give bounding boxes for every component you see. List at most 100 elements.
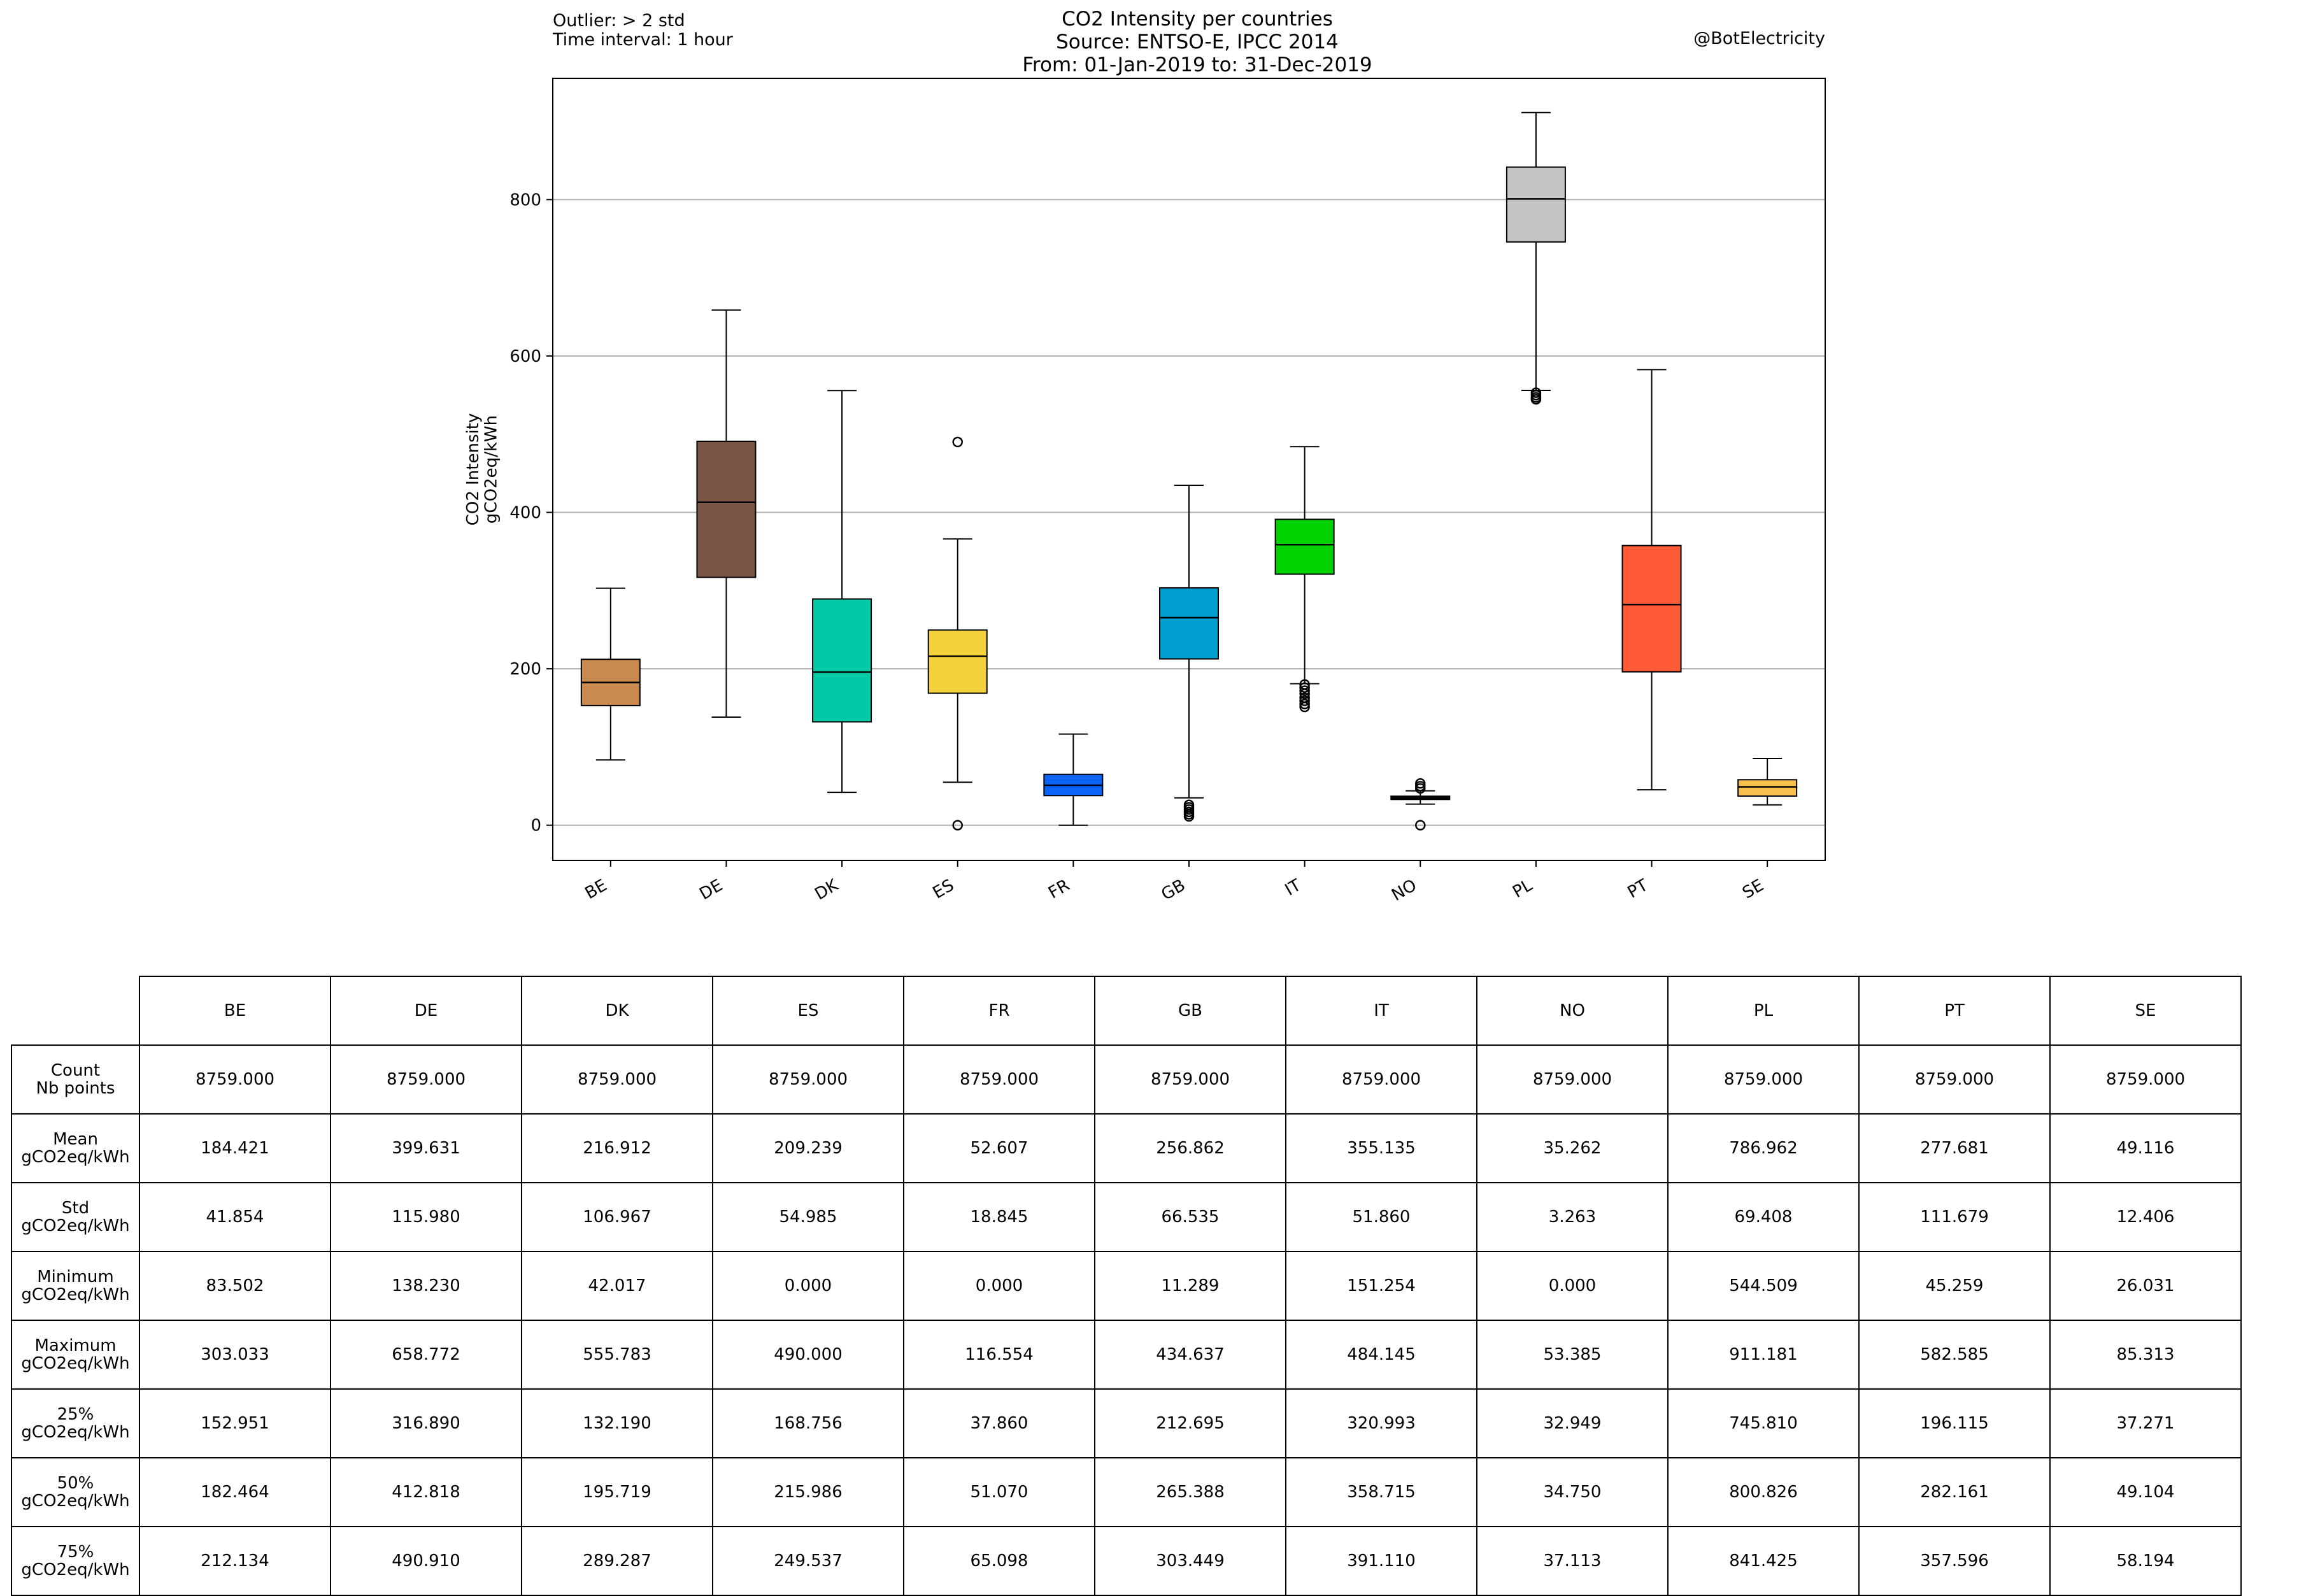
table-cell: 582.585 [1858, 1320, 2051, 1390]
x-tick-label: PL [1509, 876, 1536, 902]
table-cell: 490.000 [712, 1320, 904, 1390]
column-header: DK [521, 976, 713, 1046]
row-header-title: 25% [57, 1405, 94, 1424]
table-cell: 65.098 [903, 1526, 1095, 1596]
table-cell: 26.031 [2049, 1251, 2242, 1321]
table-cell: 32.949 [1476, 1388, 1669, 1458]
column-header: DE [330, 976, 522, 1046]
outlier-point [1299, 699, 1310, 709]
x-tick-label: FR [1045, 876, 1073, 902]
table-cell: 8759.000 [2049, 1044, 2242, 1115]
row-header-title: Maximum [34, 1336, 117, 1355]
table-cell: 911.181 [1667, 1320, 1860, 1390]
x-tick-label: PT [1625, 876, 1651, 902]
table-cell: 357.596 [1858, 1526, 2051, 1596]
table-cell: 256.862 [1094, 1113, 1286, 1183]
y-axis-label-line-2: gCO2eq/kWh [481, 415, 501, 524]
table-row: Count Nb points 8759.000 8759.000 8759.000 87… [11, 1044, 2242, 1115]
table-cell: 182.464 [139, 1457, 331, 1527]
row-header-title: Count [50, 1061, 101, 1080]
box-es [927, 629, 988, 694]
table-cell: 42.017 [521, 1251, 713, 1321]
table-cell: 658.772 [330, 1320, 522, 1390]
table-cell: 152.951 [139, 1388, 331, 1458]
table-cell: 51.860 [1285, 1182, 1477, 1252]
x-tick-label: IT [1282, 876, 1304, 900]
row-header: Mean gCO2eq/kWh [11, 1113, 140, 1183]
table-cell: 37.113 [1476, 1526, 1669, 1596]
x-tick-label: ES [930, 876, 958, 902]
box-it [1274, 518, 1335, 575]
table-cell: 212.695 [1094, 1388, 1286, 1458]
table-cell: 49.104 [2049, 1457, 2242, 1527]
credit-label: @BotElectricity [1693, 29, 1825, 48]
table-cell: 111.679 [1858, 1182, 2051, 1252]
table-row: Minimum gCO2eq/kWh 83.502 138.230 42.017 0.00… [11, 1251, 2242, 1321]
x-tick-label: BE [582, 876, 611, 903]
row-header: Std gCO2eq/kWh [11, 1182, 140, 1252]
table-cell: 41.854 [139, 1182, 331, 1252]
table-cell: 45.259 [1858, 1251, 2051, 1321]
table-cell: 52.607 [903, 1113, 1095, 1183]
box-pt [1621, 545, 1682, 673]
table-cell: 8759.000 [712, 1044, 904, 1115]
y-axis-label: CO2 IntensitygCO2eq/kWh [464, 413, 501, 526]
row-header-title: Std [61, 1199, 90, 1218]
table-cell: 544.509 [1667, 1251, 1860, 1321]
outlier-point [1299, 679, 1310, 690]
plot-frame [552, 78, 1826, 861]
table-cell: 8759.000 [330, 1044, 522, 1115]
statistics-table: BE DE DK ES FR GB IT NO PL PT SE Count Nb points 875… [11, 976, 2242, 1596]
row-header: Maximum gCO2eq/kWh [11, 1320, 140, 1390]
box-dk [812, 598, 872, 723]
table-cell: 12.406 [2049, 1182, 2242, 1252]
column-header: PL [1667, 976, 1860, 1046]
x-tick-label: DK [811, 876, 842, 904]
table-cell: 8759.000 [1858, 1044, 2051, 1115]
table-cell: 0.000 [1476, 1251, 1669, 1321]
table-cell: 8759.000 [903, 1044, 1095, 1115]
table-cell: 490.910 [330, 1526, 522, 1596]
table-cell: 212.134 [139, 1526, 331, 1596]
table-cell: 8759.000 [1667, 1044, 1860, 1115]
table-cell: 168.756 [712, 1388, 904, 1458]
y-tick-label: 800 [509, 190, 541, 210]
title-line-3: From: 01-Jan-2019 to: 31-Dec-2019 [1022, 53, 1372, 76]
table-cell: 196.115 [1858, 1388, 2051, 1458]
column-header: FR [903, 976, 1095, 1046]
outlier-point [1299, 685, 1310, 696]
row-header-unit: gCO2eq/kWh [21, 1148, 130, 1167]
row-header-unit: gCO2eq/kWh [21, 1216, 130, 1236]
table-cell: 53.385 [1476, 1320, 1669, 1390]
table-cell: 216.912 [521, 1113, 713, 1183]
table-cell: 35.262 [1476, 1113, 1669, 1183]
table-cell: 320.993 [1285, 1388, 1477, 1458]
column-header: SE [2049, 976, 2242, 1046]
chart-notes: Outlier: > 2 std Time interval: 1 hour [553, 11, 733, 50]
row-header-unit: Nb points [36, 1079, 115, 1098]
table-cell: 316.890 [330, 1388, 522, 1458]
outlier-note: Outlier: > 2 std [553, 11, 685, 31]
y-tick-label: 200 [509, 660, 541, 679]
table-cell: 151.254 [1285, 1251, 1477, 1321]
table-cell: 184.421 [139, 1113, 331, 1183]
table-cell: 37.860 [903, 1388, 1095, 1458]
row-header-title: 50% [57, 1474, 94, 1493]
outlier-point [1530, 387, 1542, 398]
table-cell: 195.719 [521, 1457, 713, 1527]
outlier-point [1299, 695, 1310, 706]
table-cell: 54.985 [712, 1182, 904, 1252]
table-cell: 249.537 [712, 1526, 904, 1596]
table-cell: 289.287 [521, 1526, 713, 1596]
outlier-point [1299, 692, 1310, 703]
title-line-1: CO2 Intensity per countries [1062, 8, 1333, 31]
y-axis-label-line-1: CO2 Intensity [464, 413, 483, 526]
table-header-row: BE DE DK ES FR GB IT NO PL PT SE [11, 976, 2242, 1046]
table-row: Std gCO2eq/kWh 41.854 115.980 106.967 54.985 1… [11, 1182, 2242, 1252]
column-header: BE [139, 976, 331, 1046]
table-cell: 391.110 [1285, 1526, 1477, 1596]
table-cell: 18.845 [903, 1182, 1095, 1252]
table-cell: 355.135 [1285, 1113, 1477, 1183]
table-cell: 132.190 [521, 1388, 713, 1458]
table-cell: 8759.000 [521, 1044, 713, 1115]
